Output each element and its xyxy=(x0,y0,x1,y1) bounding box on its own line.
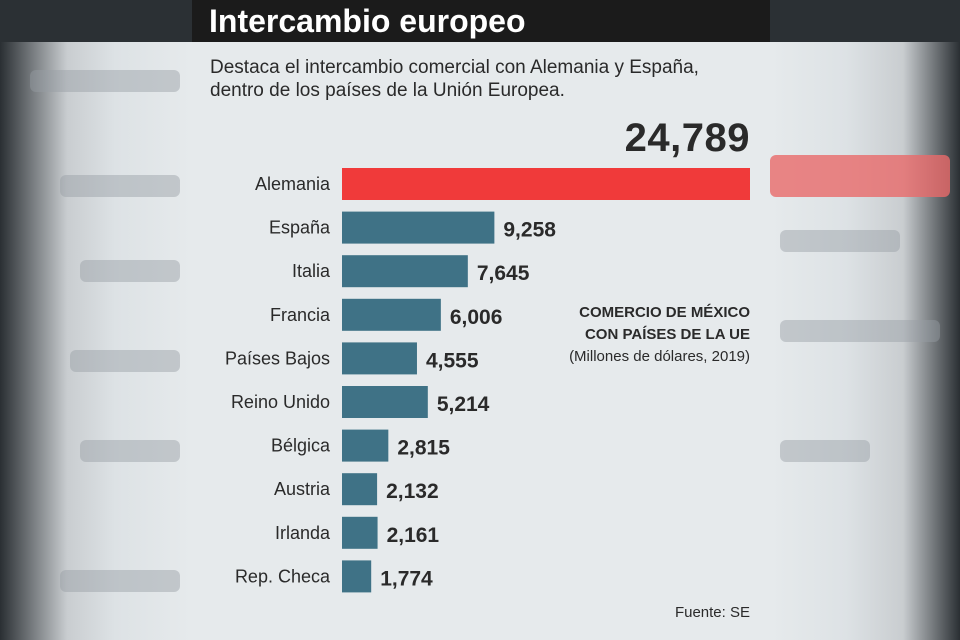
infographic-card: Intercambio europeo Destaca el intercamb… xyxy=(192,0,770,640)
category-label: Bélgica xyxy=(271,436,331,456)
value-label: 7,645 xyxy=(477,262,530,285)
series-title-line-1: COMERCIO DE MÉXICO xyxy=(579,304,750,321)
chart-title: Intercambio europeo xyxy=(209,3,526,39)
category-label: Austria xyxy=(274,479,331,499)
category-label: Países Bajos xyxy=(225,348,330,368)
blurred-text-line xyxy=(780,320,940,342)
source-note: Fuente: SE xyxy=(674,604,750,621)
category-label: Alemania xyxy=(255,174,331,194)
value-label: 4,555 xyxy=(426,349,479,372)
blurred-highlight-bar xyxy=(770,155,950,197)
blurred-text-line xyxy=(80,260,180,282)
category-label: Reino Unido xyxy=(231,392,330,412)
value-label: 5,214 xyxy=(437,393,490,416)
blurred-text-line xyxy=(60,570,180,592)
series-title-line-2: CON PAÍSES DE LA UE xyxy=(584,326,750,343)
value-label: 1,774 xyxy=(380,567,433,590)
chart-legend-note: COMERCIO DE MÉXICO CON PAÍSES DE LA UE (… xyxy=(569,302,750,368)
blurred-text-line xyxy=(30,70,180,92)
blurred-background-left xyxy=(0,0,192,640)
blurred-text-line xyxy=(60,175,180,197)
bar xyxy=(342,473,378,506)
value-label: 6,006 xyxy=(450,306,503,329)
category-label: Irlanda xyxy=(275,523,331,543)
category-label: Rep. Checa xyxy=(235,566,331,586)
blurred-text-line xyxy=(780,230,900,252)
value-label: 2,132 xyxy=(386,480,439,503)
category-label: España xyxy=(269,218,331,238)
value-label: 2,161 xyxy=(387,524,440,547)
blurred-text-line xyxy=(780,440,870,462)
bar xyxy=(342,386,428,418)
bar xyxy=(342,211,495,244)
blurred-title-strip xyxy=(770,0,960,42)
bar xyxy=(342,342,417,375)
category-label: Italia xyxy=(292,261,331,281)
featured-value-label: 24,789 xyxy=(624,116,750,160)
bar-highlight xyxy=(342,168,750,200)
title-bar: Intercambio europeo xyxy=(192,0,770,42)
bar-chart: Alemania España 9,258 Italia 7,645 Francia 6,0… xyxy=(225,168,750,593)
blurred-text-line xyxy=(70,350,180,372)
value-label: 9,258 xyxy=(503,219,556,242)
blurred-title-strip xyxy=(0,0,192,42)
bar xyxy=(342,255,468,288)
chart-subtitle: Destaca el intercambio comercial con Ale… xyxy=(210,57,699,101)
value-label: 2,815 xyxy=(397,437,450,460)
unit-note: (Millones de dólares, 2019) xyxy=(569,348,750,365)
category-label: Francia xyxy=(270,305,331,325)
bar xyxy=(342,298,441,331)
bar xyxy=(342,429,389,462)
blurred-background-right xyxy=(770,0,960,640)
bar xyxy=(342,560,372,593)
blurred-text-line xyxy=(80,440,180,462)
bar xyxy=(342,516,378,549)
